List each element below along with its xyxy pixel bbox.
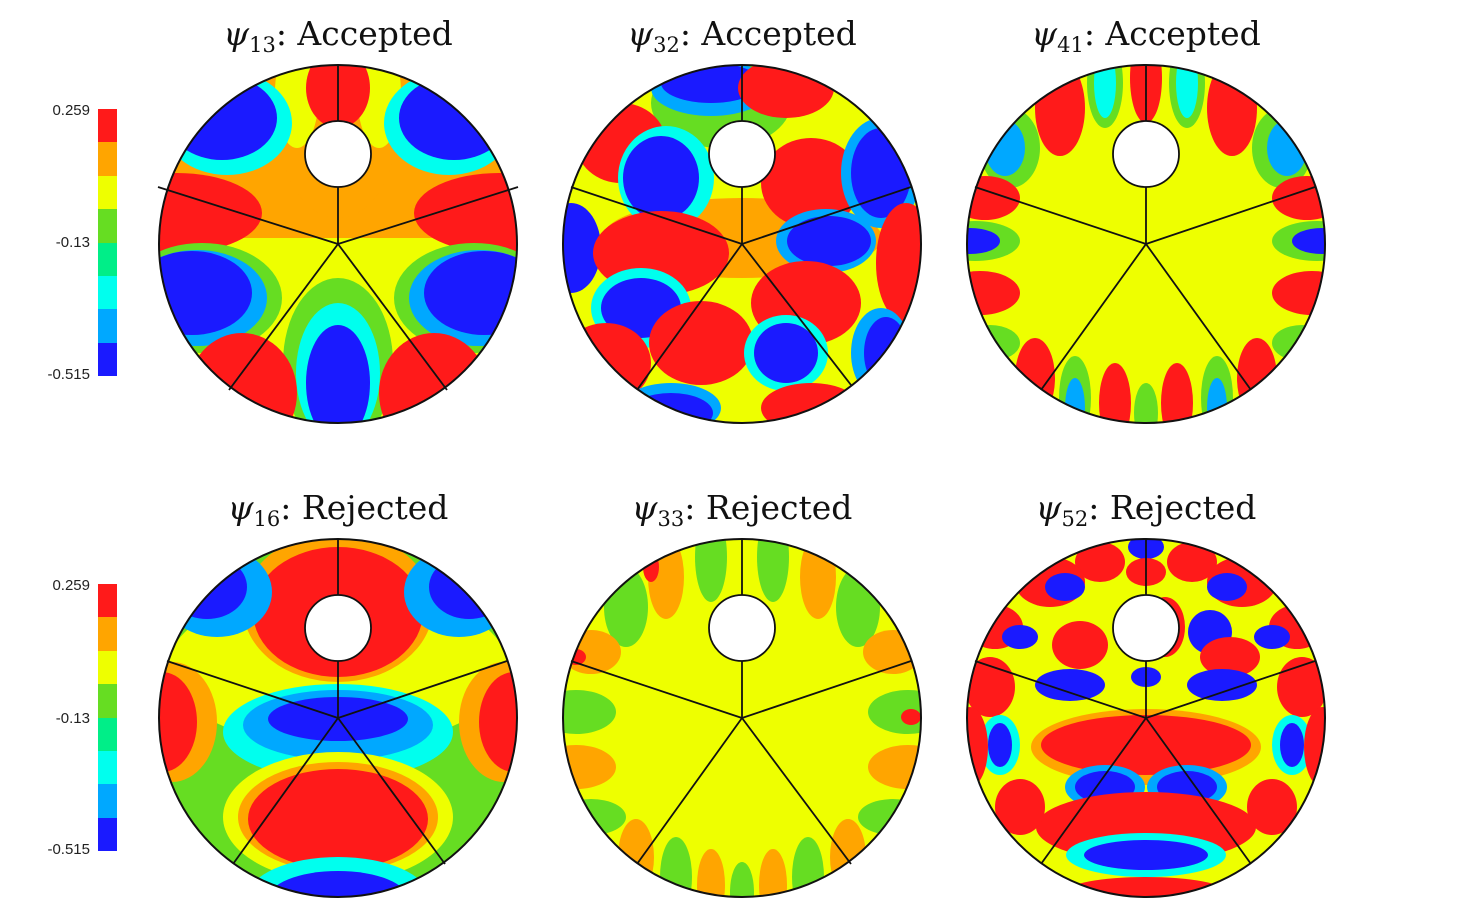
colorbar-top-mid-label: -0.13 [55,234,90,251]
colorbar-level-3 [98,209,117,243]
colorbar-bottom-min-label: -0.515 [47,841,90,858]
colorbar-level-7 [98,342,117,377]
mode-plot-psi52 [966,538,1326,898]
colorbar-level-3 [98,684,117,718]
panel-title-2: ψ32: Accepted [627,14,857,57]
mode-plot-psi32 [562,64,922,424]
colorbar-level-2 [98,175,117,210]
colorbar-level-6 [98,784,117,818]
mode-plot-psi16 [158,538,518,898]
colorbar-bottom-max-label: 0.259 [52,577,90,594]
mode-plot-psi33 [562,538,922,898]
colorbar-level-1 [98,617,117,651]
colorbar-level-4 [98,242,117,276]
colorbar-top-min-label: -0.515 [47,366,90,383]
colorbar-top-max-label: 0.259 [52,102,90,119]
colorbar-level-4 [98,717,117,751]
colorbar-level-0 [98,109,117,143]
colorbar-top [98,109,117,377]
colorbar-level-5 [98,275,117,310]
colorbar-level-0 [98,584,117,618]
colorbar-level-1 [98,142,117,176]
panel-title-3: ψ41: Accepted [1031,14,1261,57]
colorbar-level-7 [98,817,117,852]
colorbar-bottom-mid-label: -0.13 [55,710,90,727]
panel-title-6: ψ52: Rejected [1035,488,1257,531]
colorbar-level-2 [98,650,117,685]
mode-plot-psi41 [966,64,1326,424]
panel-title-1: ψ13: Accepted [223,14,453,57]
panel-title-4: ψ16: Rejected [227,488,449,531]
mode-plot-psi13 [157,64,519,424]
panel-title-5: ψ33: Rejected [631,488,853,531]
colorbar-bottom [98,584,117,852]
colorbar-level-5 [98,750,117,785]
colorbar-level-6 [98,309,117,343]
